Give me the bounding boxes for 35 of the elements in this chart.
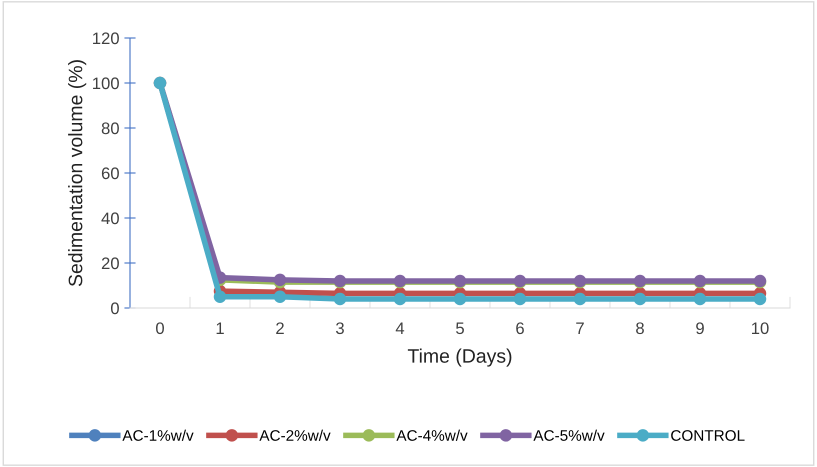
legend-label: CONTROL bbox=[671, 430, 745, 441]
legend-label: AC-5%w/v bbox=[533, 430, 605, 441]
x-axis-title: Time (Days) bbox=[408, 348, 512, 367]
y-tick-label: 60 bbox=[102, 167, 119, 180]
x-tick-label: 7 bbox=[576, 322, 584, 334]
y-tick-label: 80 bbox=[102, 122, 119, 134]
y-axis-title: Sedimentation volume (%) bbox=[68, 60, 86, 286]
x-tick-label: 0 bbox=[156, 322, 164, 334]
x-tick-label: 6 bbox=[516, 322, 524, 334]
legend-label: AC-4%w/v bbox=[396, 430, 468, 441]
x-tick-label: 4 bbox=[396, 322, 404, 334]
legend-label: AC-2%w/v bbox=[259, 430, 331, 441]
x-tick-label: 3 bbox=[336, 322, 344, 334]
point bbox=[394, 292, 406, 306]
point bbox=[274, 290, 286, 303]
x-tick-label: 10 bbox=[752, 322, 769, 334]
y-tick-label: 40 bbox=[101, 212, 119, 224]
y-tick-label: 20 bbox=[102, 257, 119, 270]
x-tick-label: 9 bbox=[696, 322, 704, 334]
point bbox=[634, 292, 646, 306]
point bbox=[754, 292, 766, 306]
x-tick-label: 1 bbox=[216, 322, 224, 334]
legend-label: AC-1%w/v bbox=[122, 430, 194, 441]
x-tick-label: 2 bbox=[276, 322, 284, 334]
y-tick-label: 0 bbox=[110, 302, 119, 314]
x-tick-label: 5 bbox=[456, 322, 464, 334]
point bbox=[574, 292, 586, 306]
point bbox=[214, 290, 226, 303]
point bbox=[514, 292, 526, 306]
y-tick-label: 120 bbox=[93, 32, 119, 44]
point bbox=[694, 292, 706, 306]
point bbox=[454, 292, 466, 306]
x-tick-label: 8 bbox=[636, 322, 644, 334]
y-tick-label: 100 bbox=[93, 77, 119, 90]
point bbox=[334, 292, 346, 306]
